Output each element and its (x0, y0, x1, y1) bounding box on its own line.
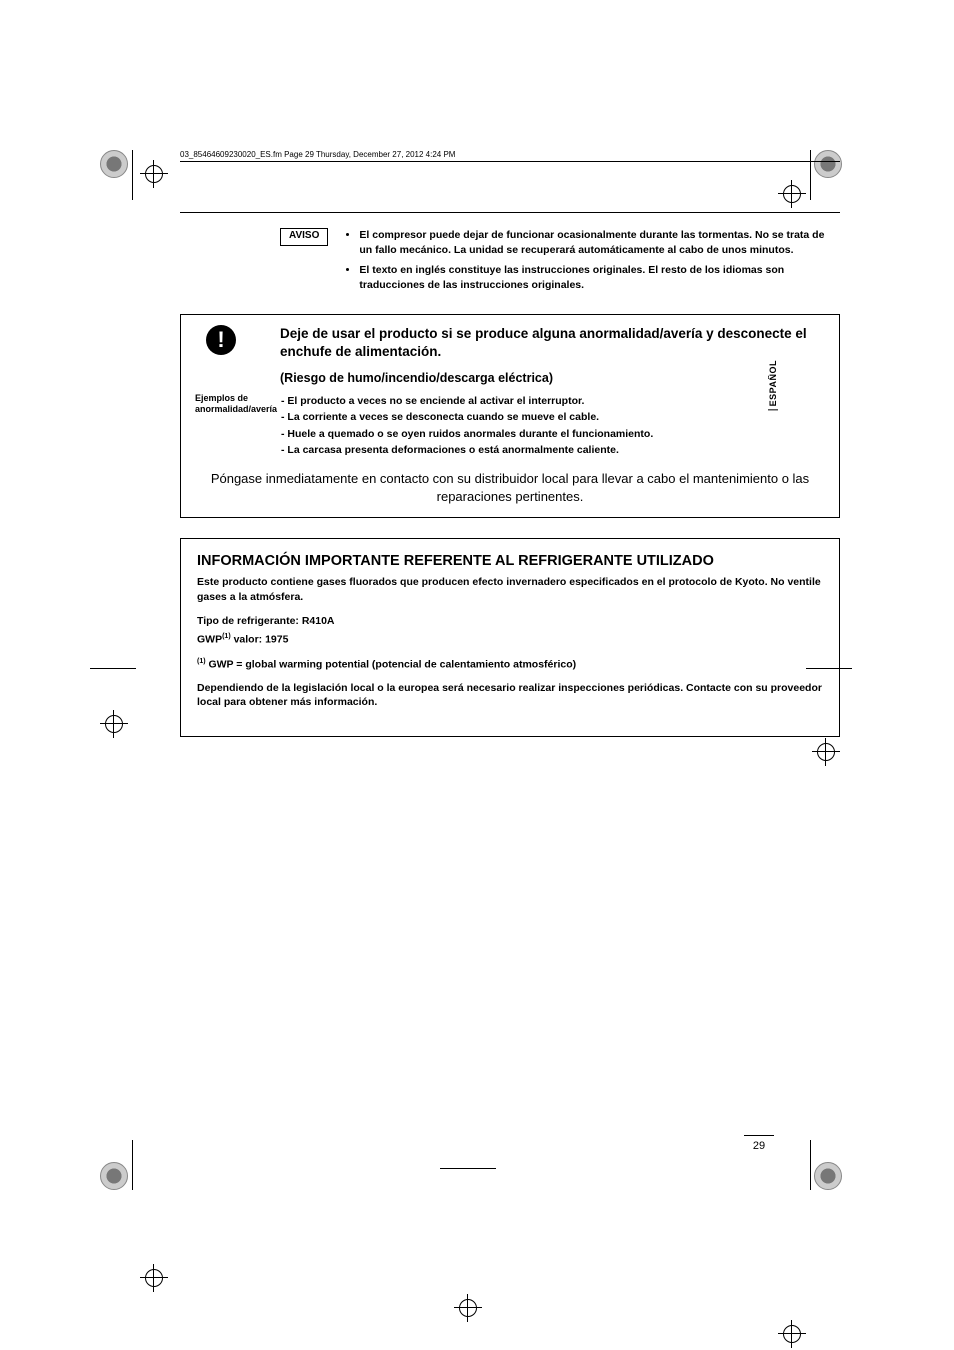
gwp-label: valor: (231, 633, 265, 645)
footnote-line: (1) GWP = global warming potential (pote… (197, 657, 823, 672)
gwp-prefix: GWP (197, 633, 222, 645)
aviso-item: El texto en inglés constituye las instru… (359, 263, 840, 292)
gwp-value: 1975 (265, 633, 288, 645)
cropline (132, 150, 133, 200)
regmark-top-left (100, 150, 128, 178)
cropline (810, 1140, 811, 1190)
refrigerant-value: R410A (302, 615, 335, 627)
legal-line: Dependiendo de la legislación local o la… (197, 681, 823, 709)
warning-heading: Deje de usar el producto si se produce a… (280, 325, 825, 361)
crossmark-mid-right (812, 738, 840, 766)
aviso-item: El compresor puede dejar de funcionar oc… (359, 228, 840, 257)
regmark-bottom-left (100, 1162, 128, 1190)
warning-action: Póngase inmediatamente en contacto con s… (195, 470, 825, 505)
crossmark-bottom-center (454, 1294, 482, 1322)
info-box: INFORMACIÓN IMPORTANTE REFERENTE AL REFR… (180, 538, 840, 736)
aviso-list: El compresor puede dejar de funcionar oc… (343, 228, 840, 299)
warning-subheading: (Riesgo de humo/incendio/descarga eléctr… (280, 371, 825, 385)
gwp-line: GWP(1) valor: 1975 (197, 632, 823, 647)
example-item: - Huele a quemado o se oyen ruidos anorm… (281, 426, 653, 442)
gwp-sup: (1) (222, 633, 231, 640)
cropline (132, 1140, 133, 1190)
footnote-text: GWP = global warming potential (potencia… (206, 658, 577, 670)
cropline (90, 668, 136, 669)
aviso-label: AVISO (280, 228, 328, 246)
info-intro: Este producto contiene gases fluorados q… (197, 575, 823, 603)
refrigerant-line: Tipo de refrigerante: R410A (197, 614, 823, 628)
example-item: - La carcasa presenta deformaciones o es… (281, 442, 653, 458)
frame-header: 03_85464609230020_ES.fm Page 29 Thursday… (180, 150, 840, 162)
page-number: 29 (744, 1135, 774, 1152)
exclamation-icon: ! (206, 325, 236, 355)
crossmark-bottom-left (140, 1264, 168, 1292)
cropline (440, 1168, 496, 1169)
examples-list: - El producto a veces no se enciende al … (281, 393, 653, 458)
footnote-sup: (1) (197, 658, 206, 665)
examples-label: Ejemplos de anormalidad/avería (195, 393, 267, 458)
horizontal-rule (180, 212, 840, 213)
crossmark-top-left (140, 160, 168, 188)
info-title: INFORMACIÓN IMPORTANTE REFERENTE AL REFR… (197, 553, 823, 569)
crossmark-mid-left (100, 710, 128, 738)
aviso-section: AVISO El compresor puede dejar de funcio… (180, 228, 840, 299)
refrigerant-label: Tipo de refrigerante: (197, 615, 302, 627)
crossmark-bottom-right (778, 1320, 806, 1348)
example-item: - El producto a veces no se enciende al … (281, 393, 653, 409)
example-item: - La corriente a veces se desconecta cua… (281, 409, 653, 425)
regmark-bottom-right (814, 1162, 842, 1190)
warning-box: ! Deje de usar el producto si se produce… (180, 314, 840, 519)
